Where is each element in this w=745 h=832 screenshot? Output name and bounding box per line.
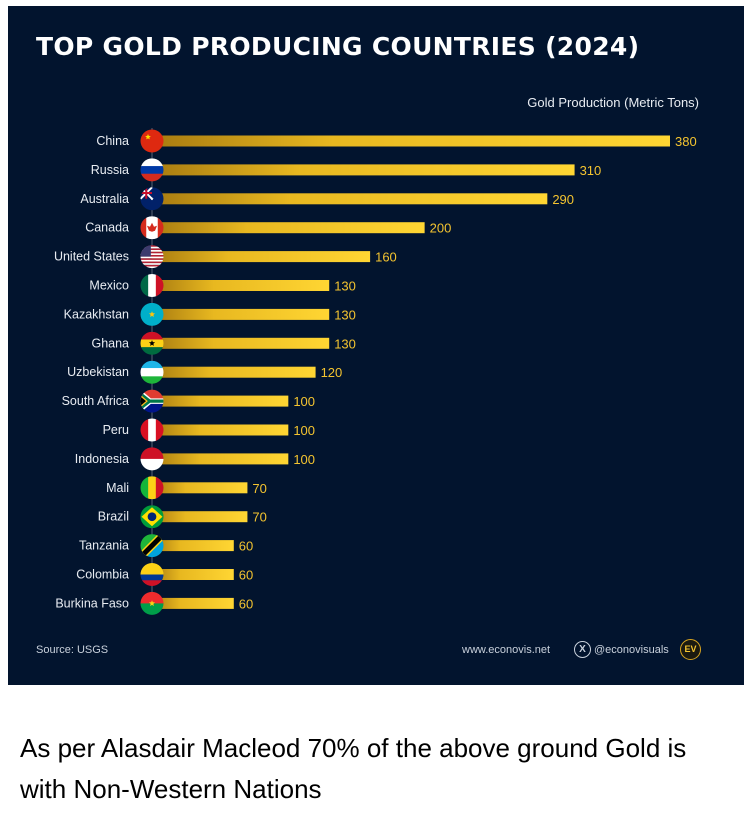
bar-row-kazakhstan: Kazakhstan 130 (64, 302, 356, 326)
bar (152, 366, 316, 378)
econovis-logo: EV (680, 639, 701, 660)
bar (152, 569, 234, 580)
usa-flag-icon (140, 245, 164, 269)
bar (152, 395, 289, 407)
chart-title: TOP GOLD PRODUCING COUNTRIES (2024) (36, 32, 640, 61)
value-label: 120 (321, 365, 343, 380)
value-label: 60 (239, 596, 253, 611)
bar-row-uzbekistan: Uzbekistan 120 (67, 360, 343, 384)
brazil-flag-icon (140, 505, 164, 529)
bar-row-colombia: Colombia 60 (76, 563, 253, 586)
bar (152, 280, 330, 291)
bar-row-mexico: Mexico 130 (89, 274, 356, 297)
value-label: 70 (252, 481, 266, 496)
value-label: 310 (580, 163, 602, 178)
bar-row-burkina-faso: Burkina Faso 60 (55, 591, 253, 615)
country-label: Mali (106, 481, 129, 495)
value-label: 200 (430, 221, 452, 236)
bar-row-ghana: Ghana 130 (91, 331, 356, 355)
burkina-faso-flag-icon (140, 591, 164, 615)
china-flag-icon (140, 129, 164, 153)
country-label: Burkina Faso (55, 596, 129, 610)
kazakhstan-flag-icon (140, 302, 164, 326)
value-label: 60 (239, 539, 253, 554)
bar-row-russia: Russia 310 (91, 158, 602, 182)
country-label: Ghana (91, 336, 129, 350)
bar (152, 222, 425, 234)
country-label: Australia (80, 192, 129, 206)
bar-row-south-africa: South Africa 100 (62, 389, 315, 413)
indonesia-flag-icon (140, 447, 164, 471)
colombia-flag-icon (140, 563, 164, 586)
country-label: South Africa (62, 394, 129, 408)
bar-row-tanzania: Tanzania 60 (79, 534, 253, 558)
bar-chart: China 380 Russia 310 Australia 290 Canada 200 Un… (54, 128, 697, 615)
website-link[interactable]: www.econovis.net (462, 644, 551, 656)
bar (152, 482, 248, 494)
country-label: Peru (103, 423, 129, 437)
bar (152, 597, 234, 609)
value-label: 100 (293, 394, 315, 409)
south-africa-flag-icon (140, 389, 164, 413)
bar (152, 511, 248, 523)
mali-flag-icon (140, 476, 164, 500)
bar-row-united-states: United States 160 (54, 245, 397, 269)
bar-row-mali: Mali 70 (106, 476, 267, 500)
canada-flag-icon (140, 216, 164, 240)
tanzania-flag-icon (140, 534, 164, 558)
bar (152, 251, 371, 263)
country-label: Russia (91, 163, 129, 177)
country-label: United States (54, 250, 129, 264)
country-label: Kazakhstan (64, 307, 129, 321)
bar (152, 337, 330, 349)
bar (152, 540, 234, 552)
value-label: 130 (334, 307, 356, 322)
mexico-flag-icon (140, 274, 164, 297)
country-label: Uzbekistan (67, 365, 129, 379)
value-label: 380 (675, 134, 697, 149)
uzbekistan-flag-icon (140, 360, 164, 384)
bar (152, 424, 289, 436)
bar (152, 135, 670, 147)
bar-row-canada: Canada 200 (85, 216, 452, 240)
x-logo-icon: X (574, 641, 591, 658)
country-label: Brazil (98, 510, 129, 524)
bar-row-australia: Australia 290 (80, 187, 574, 211)
value-label: 130 (334, 336, 356, 351)
russia-flag-icon (140, 158, 164, 182)
value-label: 290 (552, 192, 574, 207)
caption-text: As per Alasdair Macleod 70% of the above… (20, 733, 687, 804)
bar (152, 193, 548, 205)
country-label: Tanzania (79, 539, 129, 553)
country-label: Mexico (89, 279, 129, 293)
bar (152, 164, 575, 176)
social-handle[interactable]: @econovisuals (594, 644, 669, 656)
bar-row-indonesia: Indonesia 100 (75, 447, 315, 471)
country-label: Canada (85, 221, 129, 235)
value-label: 160 (375, 250, 397, 265)
bar-row-peru: Peru 100 (103, 418, 315, 442)
country-label: Indonesia (75, 452, 129, 466)
source-note: Source: USGS (36, 644, 109, 656)
value-label: 70 (252, 510, 266, 525)
value-label: 100 (293, 452, 315, 467)
bar (152, 453, 289, 465)
country-label: China (96, 134, 129, 148)
australia-flag-icon (140, 187, 164, 211)
value-label: 100 (293, 423, 315, 438)
axis-unit-label: Gold Production (Metric Tons) (527, 95, 699, 110)
peru-flag-icon (140, 418, 164, 442)
bar-row-china: China 380 (96, 129, 697, 153)
infographic-panel (8, 6, 744, 685)
ghana-flag-icon (140, 331, 164, 355)
value-label: 60 (239, 568, 253, 583)
bar (152, 308, 330, 320)
bar-row-brazil: Brazil 70 (98, 505, 267, 529)
value-label: 130 (334, 279, 356, 294)
country-label: Colombia (76, 568, 129, 582)
